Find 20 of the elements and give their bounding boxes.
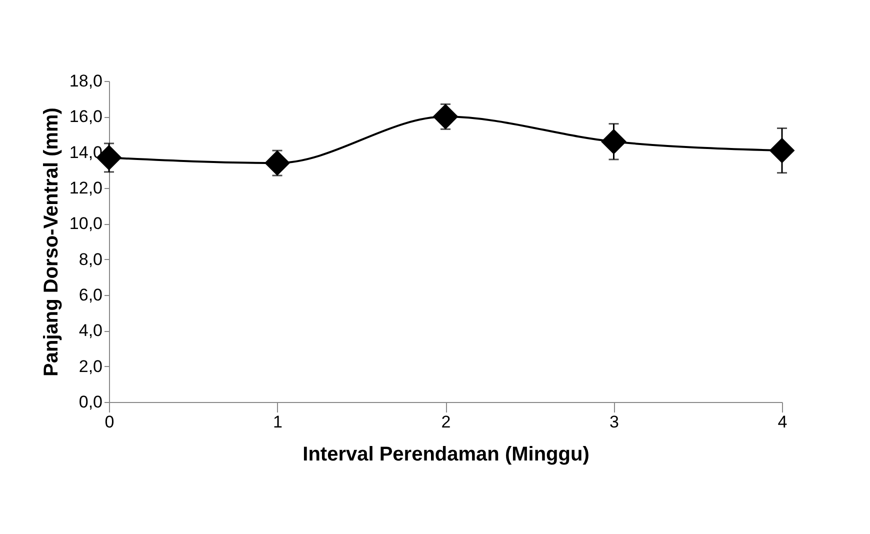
x-tick-label: 1	[273, 412, 282, 432]
x-tick-label: 3	[610, 412, 619, 432]
y-tick-label: 4,0	[78, 321, 102, 340]
point	[432, 104, 458, 130]
y-tick-label: 16,0	[69, 107, 102, 126]
y-axis-title: Panjang Dorso-Ventral (mm)	[40, 108, 62, 376]
point	[601, 128, 626, 154]
y-tick-label: 18,0	[69, 72, 102, 90]
x-tick-label: 4	[778, 412, 788, 432]
point	[264, 150, 290, 176]
y-tick-label: 0,0	[78, 392, 102, 412]
x-axis-title: Interval Perendaman (Minggu)	[302, 444, 590, 466]
y-tick-label: 6,0	[78, 286, 102, 304]
y-tick-label: 2,0	[78, 356, 102, 376]
y-tick-label: 12,0	[69, 178, 102, 198]
y-tick-label: 10,0	[69, 214, 102, 234]
point	[769, 138, 795, 164]
x-tick-label: 0	[104, 412, 114, 432]
y-tick-label: 8,0	[78, 250, 102, 269]
x-tick-label: 2	[441, 412, 451, 432]
